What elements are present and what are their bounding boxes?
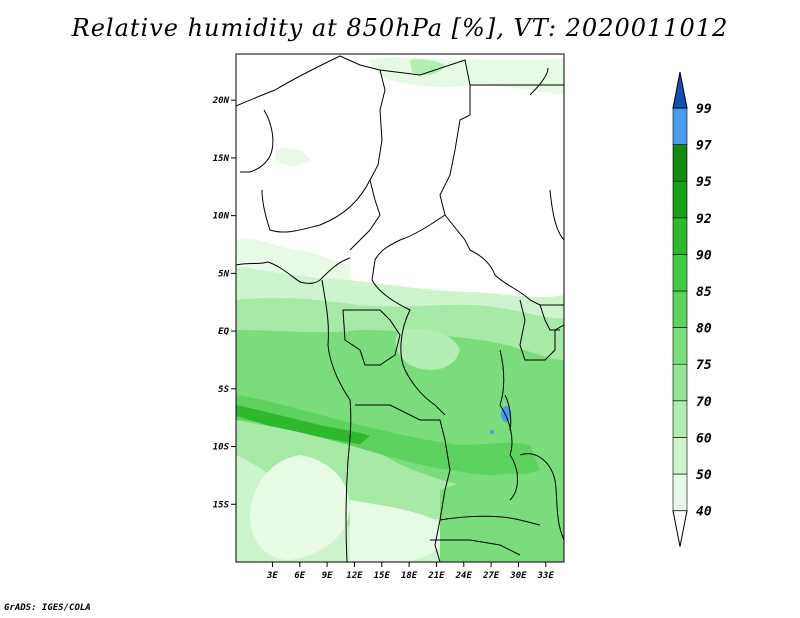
colorbar-label: 99 <box>696 102 712 117</box>
y-tick-label: 5S <box>218 385 229 395</box>
colorbar-label: 92 <box>696 212 712 227</box>
colorbar-label: 40 <box>696 505 712 520</box>
borders <box>236 55 564 562</box>
y-tick-label: 5N <box>218 269 229 279</box>
y-tick-label: 10N <box>213 212 230 222</box>
grads-credit: GrADS: IGES/COLA <box>4 603 91 613</box>
colorbar-label: 85 <box>696 285 712 300</box>
colorbar-label: 80 <box>696 322 712 337</box>
colorbar-upper-triangle <box>672 71 688 109</box>
colorbar-segment <box>672 217 688 255</box>
colorbar: 40 50 60 70 75 80 85 90 92 95 97 99 <box>672 71 712 547</box>
colorbar-segment <box>672 473 688 511</box>
colorbar-segment <box>672 254 688 292</box>
x-tick-label: 27E <box>482 571 500 581</box>
x-tick-label: 33E <box>537 571 555 581</box>
colorbar-label: 50 <box>696 468 712 483</box>
colorbar-label: 70 <box>696 395 712 410</box>
colorbar-segment <box>672 107 688 145</box>
plot-frame <box>235 53 565 563</box>
colorbar-segment <box>672 290 688 328</box>
x-tick-label: 18E <box>401 571 418 581</box>
x-tick-label: 30E <box>509 571 527 581</box>
map-title: Relative humidity at 850hPa [%], VT: 202… <box>71 14 729 42</box>
humidity-shading <box>236 54 564 562</box>
y-tick-label: 20N <box>212 96 230 106</box>
colorbar-segment <box>672 437 688 475</box>
colorbar-label: 75 <box>696 358 712 373</box>
y-tick-label: 15S <box>213 500 230 510</box>
colorbar-label: 95 <box>696 175 712 190</box>
x-tick-label: 6E <box>294 571 305 581</box>
colorbar-segment <box>672 327 688 365</box>
y-axis: 20N 15N 10N 5N EQ 5S 10S 15S <box>212 96 236 510</box>
y-tick-label: 10S <box>213 443 230 453</box>
y-tick-label: 15N <box>213 154 230 164</box>
colorbar-lower-triangle <box>672 510 688 547</box>
colorbar-segment <box>672 363 688 402</box>
colorbar-label: 97 <box>696 139 712 154</box>
x-tick-label: 3E <box>266 571 278 581</box>
colorbar-segment <box>672 180 688 219</box>
colorbar-segment <box>672 144 688 182</box>
x-axis: 3E 6E 9E 12E 15E 18E 21E 24E 27E 30E 33E <box>266 562 554 581</box>
colorbar-label: 90 <box>696 248 712 263</box>
colorbar-segment <box>672 400 688 438</box>
y-tick-label: EQ <box>218 327 229 337</box>
x-tick-label: 15E <box>374 571 391 581</box>
x-tick-label: 21E <box>427 571 445 581</box>
x-tick-label: 24E <box>455 571 473 581</box>
x-tick-label: 12E <box>346 571 363 581</box>
x-tick-label: 9E <box>322 571 333 581</box>
colorbar-label: 60 <box>696 431 712 446</box>
